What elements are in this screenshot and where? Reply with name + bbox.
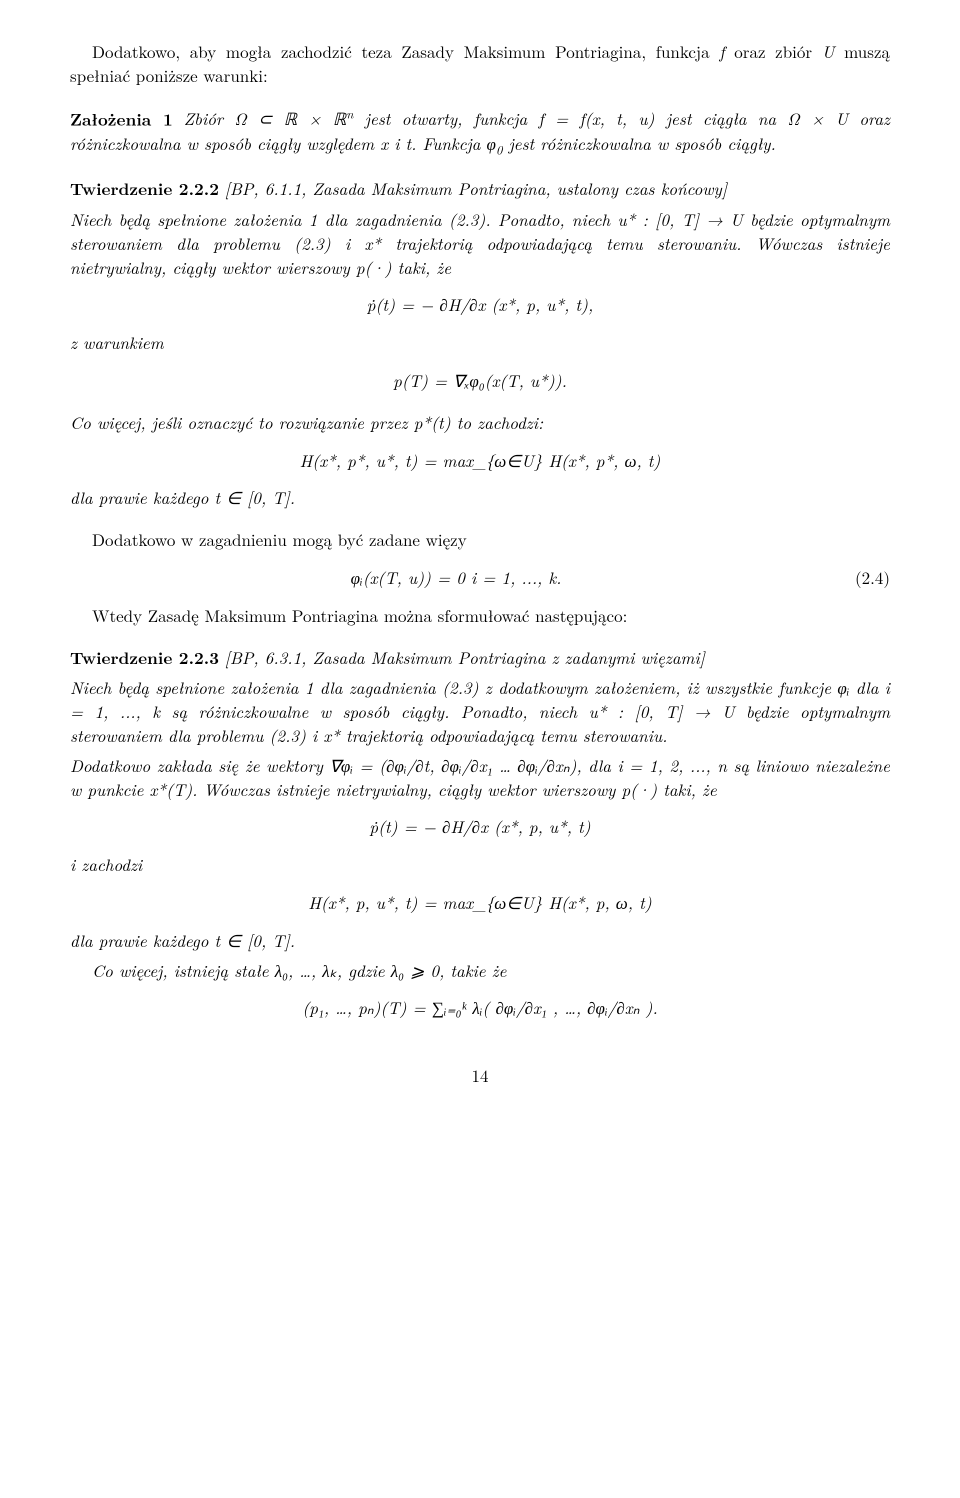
equation-pT: p(T) = ∇ₓφ₀(x(T, u*)). bbox=[70, 369, 890, 393]
with-condition-label: z warunkiem bbox=[70, 331, 890, 355]
text: Dodatkowo, aby mogła zachodzić teza Zasa… bbox=[92, 39, 719, 63]
assumptions-block: Założenia 1 Zbiór Ω ⊂ ℝ × ℝn jest otwart… bbox=[70, 106, 890, 160]
math-U: U bbox=[822, 39, 835, 63]
theorem-222-cite: [BP, 6.1.1, Zasada Maksimum Pontriagina,… bbox=[225, 176, 727, 200]
equation-pdot-2: ṗ(t) = − ∂H/∂x (x*, p, u*, t) bbox=[70, 815, 890, 839]
intro-paragraph: Dodatkowo, aby mogła zachodzić teza Zasa… bbox=[70, 40, 890, 88]
theorem-223-more: Co więcej, istnieją stałe λ₀, …, λₖ, gdz… bbox=[70, 959, 890, 983]
and-holds-label: i zachodzi bbox=[70, 853, 890, 877]
theorem-222-body: Niech będą spełnione założenia 1 dla zag… bbox=[70, 208, 890, 279]
equation-constraints-row: φᵢ(x(T, u)) = 0 i = 1, ..., k. (2.4) bbox=[70, 566, 890, 590]
theorem-223-heading: Twierdzenie 2.2.3 bbox=[70, 646, 219, 670]
constraints-intro: Dodatkowo w zagadnieniu mogą być zadane … bbox=[70, 528, 890, 552]
equation-H-max: H(x*, p*, u*, t) = max_{ω∈U} H(x*, p*, ω… bbox=[70, 449, 890, 473]
text: Dodatkowo zakłada się że wektory ∇φᵢ = ( bbox=[70, 753, 386, 777]
theorem-223-body-a: Niech będą spełnione założenia 1 dla zag… bbox=[70, 676, 890, 747]
equation-number-2-4: (2.4) bbox=[842, 566, 890, 590]
text: jest różniczkowalna w sposób ciągły. bbox=[502, 131, 775, 155]
text: oraz zbiór bbox=[725, 39, 822, 63]
page-number: 14 bbox=[70, 1064, 890, 1088]
theorem-223-cite: [BP, 6.3.1, Zasada Maksimum Pontriagina … bbox=[225, 645, 705, 669]
assumptions-heading: Założenia 1 bbox=[70, 107, 173, 131]
equation-constraints: φᵢ(x(T, u)) = 0 i = 1, ..., k. bbox=[70, 566, 842, 590]
almost-every-t: dla prawie każdego t ∈ [0, T]. bbox=[70, 486, 890, 510]
equation-final-sum: (p₁, …, pₙ)(T) = ∑ᵢ₌₀ᵏ λᵢ( ∂φᵢ/∂x₁ , …, … bbox=[70, 996, 890, 1020]
theorem-223-heading-line: Twierdzenie 2.2.3 [BP, 6.3.1, Zasada Mak… bbox=[70, 646, 890, 671]
equation-H-max-2: H(x*, p, u*, t) = max_{ω∈U} H(x*, p, ω, … bbox=[70, 891, 890, 915]
theorem-222-heading-line: Twierdzenie 2.2.2 [BP, 6.1.1, Zasada Mak… bbox=[70, 177, 890, 202]
theorem-222-more: Co więcej, jeśli oznaczyć to rozwiązanie… bbox=[70, 411, 890, 435]
equation-pdot: ṗ(t) = − ∂H/∂x (x*, p, u*, t), bbox=[70, 293, 890, 317]
text: Zbiór Ω ⊂ ℝ × ℝ bbox=[184, 106, 347, 130]
constraints-then: Wtedy Zasadę Maksimum Pontriagina można … bbox=[70, 604, 890, 628]
theorem-222-heading: Twierdzenie 2.2.2 bbox=[70, 177, 219, 201]
theorem-223-body-b: Dodatkowo zakłada się że wektory ∇φᵢ = (… bbox=[70, 754, 890, 802]
partials-inline: ∂φᵢ/∂t, ∂φᵢ/∂x₁ … ∂φᵢ/∂xₙ bbox=[386, 753, 569, 777]
almost-every-t-2: dla prawie każdego t ∈ [0, T]. bbox=[70, 929, 890, 953]
